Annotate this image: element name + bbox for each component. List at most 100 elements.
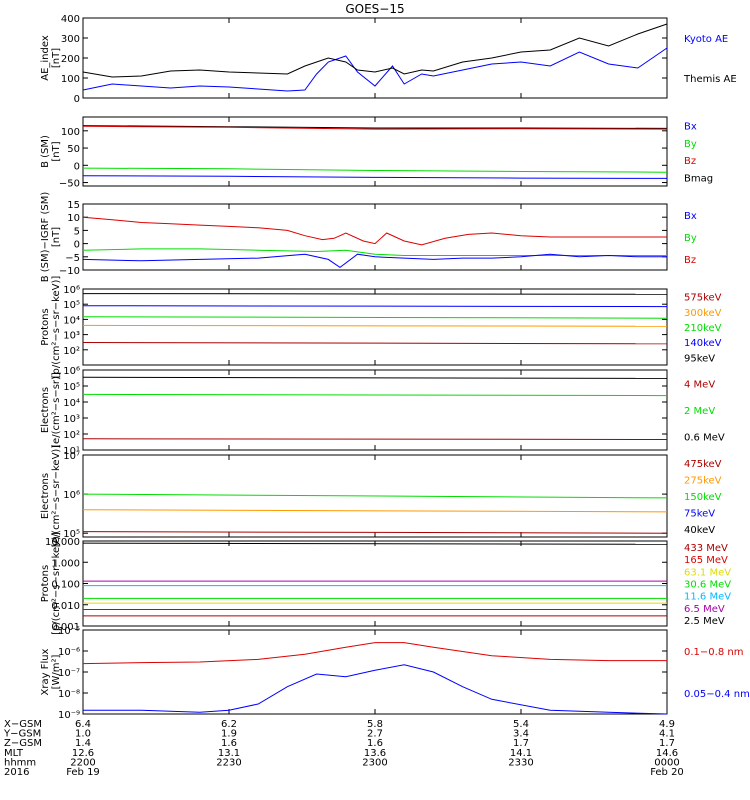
legend-label: 275keV — [684, 476, 722, 487]
x-axis-value: 2330 — [508, 757, 533, 768]
series-line — [82, 305, 668, 308]
series-line — [83, 664, 668, 715]
y-tick-label: 10³ — [63, 414, 80, 425]
y-tick-label: 10⁶ — [63, 285, 80, 296]
y-axis-label: Electrons — [40, 473, 51, 519]
x-axis-value: 1.4 — [75, 738, 91, 749]
panel-frame — [82, 369, 668, 451]
y-tick-label: 50 — [67, 144, 80, 155]
legend-label: Themis AE — [683, 74, 737, 85]
x-axis-value: 12.6 — [72, 748, 94, 759]
x-axis-value: 5.8 — [367, 719, 383, 730]
y-axis-label: [nT] — [51, 227, 62, 247]
legend-label: Bmag — [684, 173, 713, 184]
legend-label: 6.5 MeV — [684, 604, 725, 615]
y-tick-label: 100 — [61, 74, 80, 85]
x-axis-value: 4.1 — [659, 729, 675, 740]
y-tick-label: 10⁴ — [63, 398, 80, 409]
y-tick-label: 10⁵ — [63, 529, 80, 540]
series-line — [82, 125, 668, 130]
series-line — [82, 316, 668, 319]
legend-label: 165 MeV — [684, 555, 728, 566]
y-axis-label: [nT] — [51, 48, 62, 68]
x-axis-value: 2230 — [216, 757, 241, 768]
y-axis-label: [e/(cm²−s−sr)] — [51, 372, 62, 448]
y-tick-label: 10.000 — [45, 537, 80, 548]
y-tick-label: 0 — [74, 161, 80, 172]
y-axis-label: [e/(cm²−s−sr−keV)] — [51, 445, 62, 548]
series-line — [82, 253, 667, 269]
y-axis-label: Xray Flux — [40, 648, 51, 695]
y-axis-label: [W/m²] — [51, 654, 62, 689]
y-tick-label: 10⁶ — [63, 366, 80, 377]
legend-label: 95keV — [684, 353, 715, 364]
legend-label: 30.6 MeV — [684, 580, 731, 591]
y-tick-label: 10² — [63, 346, 80, 357]
y-tick-label: 10⁷ — [63, 451, 80, 462]
y-tick-label: 300 — [61, 34, 80, 45]
series-line — [82, 175, 668, 179]
legend-label: 2.5 MeV — [684, 616, 725, 627]
y-tick-label: 0.010 — [51, 601, 80, 612]
chart-title: GOES−15 — [345, 2, 404, 16]
y-tick-label: 10⁵ — [63, 300, 80, 311]
legend-label: 40keV — [684, 525, 715, 536]
series-line — [82, 47, 668, 92]
panel-electrons_mev: 10¹ 10² 10³ 10⁴ 10⁵ 10⁶ Electrons [e/(cm²−s−sr)… — [40, 366, 725, 457]
x-axis-value: 3.4 — [513, 729, 529, 740]
panel-electrons_kev: 10⁵ 10⁶ 10⁷ Electrons [e/(cm²−s−sr−keV)] 475k… — [40, 445, 722, 548]
legend-label: 475keV — [684, 459, 722, 470]
x-axis-value: 1.6 — [221, 738, 237, 749]
y-tick-label: −50 — [59, 179, 80, 190]
legend-label: 63.1 MeV — [684, 567, 731, 578]
legend-label: 0.05−0.4 nm — [684, 689, 750, 700]
legend-label: By — [684, 139, 697, 150]
series-line — [82, 167, 668, 173]
legend-label: 140keV — [684, 338, 722, 349]
y-tick-label: −10 — [59, 266, 80, 277]
x-axis-value: 13.1 — [218, 748, 240, 759]
x-axis-row-label: 2016 — [4, 767, 29, 778]
series-line — [82, 342, 668, 345]
y-tick-label: 10⁻⁹ — [58, 710, 80, 721]
series-line — [82, 248, 667, 256]
x-axis-row-label: X−GSM — [4, 719, 42, 730]
x-axis-value: 13.6 — [364, 748, 386, 759]
y-axis-label: [p/(cm²−s−sr−keV)] — [51, 276, 62, 379]
y-axis-label: B (SM) — [40, 135, 51, 168]
legend-label: 0.6 MeV — [684, 433, 725, 444]
y-tick-label: 10² — [63, 430, 80, 441]
y-tick-label: 5 — [74, 226, 80, 237]
y-tick-label: 10⁻⁸ — [58, 689, 80, 700]
x-axis-value: 4.9 — [659, 719, 675, 730]
panel-xray: 10⁻⁹ 10⁻⁸ 10⁻⁷ 10⁻⁶ 10⁻⁵ Xray Flux [W/m²] 0.1−0… — [40, 626, 750, 721]
y-tick-label: 400 — [61, 14, 80, 25]
legend-label: 11.6 MeV — [684, 592, 731, 603]
series-line — [82, 216, 667, 246]
panel-protons_low: 10² 10³ 10⁴ 10⁵ 10⁶ Protons [p/(cm²−s−sr−keV)]… — [40, 276, 722, 379]
y-axis-label: [p/(cm²−s−sr−keV)] — [51, 532, 62, 635]
x-axis-row-label: Z−GSM — [4, 738, 42, 749]
legend-label: Bz — [684, 156, 696, 167]
series-line — [82, 493, 668, 499]
x-axis-row-label: hhmm — [4, 757, 36, 768]
y-tick-label: 10 — [67, 213, 80, 224]
series-line — [82, 509, 668, 513]
panel-protons_mev: 0.001 0.010 0.100 1.000 10.000 Protons [p/(cm²… — [40, 532, 731, 635]
legend-label: 300keV — [684, 308, 722, 319]
series-line — [82, 531, 668, 534]
legend-label: 575keV — [684, 293, 722, 304]
x-axis-value: 1.0 — [75, 729, 91, 740]
y-tick-label: 10¹ — [63, 446, 80, 457]
x-axis-value: 5.4 — [513, 719, 529, 730]
legend-label: 150keV — [684, 492, 722, 503]
y-tick-label: 10⁶ — [63, 490, 80, 501]
series-line — [82, 642, 667, 665]
x-axis-value: 6.4 — [75, 719, 91, 730]
x-axis-value: 0000 — [654, 757, 679, 768]
x-axis-value: 1.7 — [659, 738, 675, 749]
legend-label: 210keV — [684, 323, 722, 334]
panel-bsm: −50 0 50 100 B (SM) [nT] Bx By Bz Bmag — [40, 116, 713, 190]
x-axis-value: 1.9 — [221, 729, 237, 740]
panel-frame — [82, 288, 668, 366]
